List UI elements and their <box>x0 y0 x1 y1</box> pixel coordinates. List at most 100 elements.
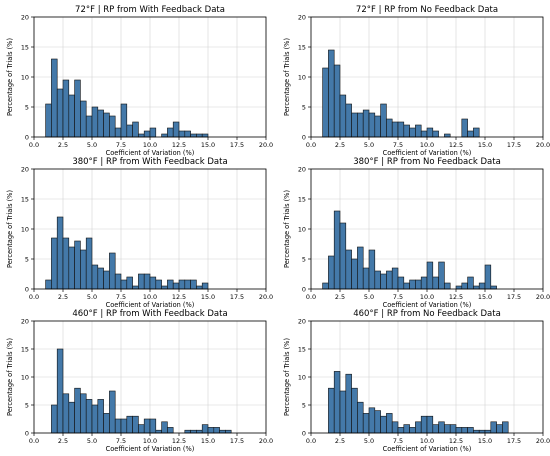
histogram-bar <box>190 133 197 138</box>
histogram-bar <box>397 427 405 434</box>
histogram-bar <box>386 270 393 290</box>
chart-panel: 0.0 2.5 5.0 7.5 10.0 12.5 15.0 17.5 20.0 0 5 10 15 20… <box>283 309 550 453</box>
chart-title: 72°F | RP from No Feedback Data <box>356 5 498 15</box>
histogram-bar <box>201 424 209 434</box>
histogram-bar <box>345 373 352 434</box>
histogram-bar <box>362 413 370 434</box>
histogram-bar <box>438 421 445 434</box>
histogram-bar <box>432 130 439 138</box>
x-tick-label: 10.0 <box>143 437 157 445</box>
x-axis-label: Coefficient of Variation (%) <box>106 301 195 309</box>
histogram-bar <box>172 121 180 138</box>
histogram-bar <box>409 427 416 434</box>
histogram-bar <box>368 112 376 138</box>
histogram-bar <box>496 424 503 434</box>
histogram-bar <box>74 79 81 138</box>
histogram-bar <box>478 282 486 290</box>
x-tick-label: 20.0 <box>536 141 550 149</box>
histogram-bar <box>74 240 81 290</box>
histogram-bar <box>368 249 376 290</box>
histogram-bar <box>91 264 99 290</box>
y-tick-label: 5 <box>25 103 29 111</box>
histogram-bar <box>201 282 209 290</box>
x-tick-label: 5.0 <box>364 141 374 149</box>
histogram-bar <box>132 415 139 434</box>
histogram-bar <box>403 282 410 290</box>
histogram-bar <box>149 127 157 138</box>
histogram-bar <box>74 387 81 434</box>
histogram-bar <box>155 429 162 434</box>
histogram-bar <box>161 421 168 434</box>
x-tick-label: 10.0 <box>143 141 157 149</box>
histogram-bar <box>103 270 110 290</box>
histogram-bar <box>351 258 358 290</box>
y-tick-label: 10 <box>298 73 306 81</box>
x-tick-label: 20.0 <box>259 141 273 149</box>
histogram-bar <box>97 399 104 434</box>
histogram-bar <box>432 424 439 434</box>
histogram-bar <box>178 279 186 290</box>
x-tick-label: 10.0 <box>143 293 157 301</box>
histogram-bar <box>380 273 387 290</box>
chart-title: 380°F | RP from No Feedback Data <box>353 157 501 167</box>
histogram-bar <box>415 421 422 434</box>
histogram-bar <box>467 427 474 434</box>
histogram-bar <box>196 429 203 434</box>
y-tick-label: 5 <box>302 255 306 263</box>
y-tick-label: 20 <box>21 13 29 21</box>
histogram-bar <box>415 279 422 290</box>
histogram-bar <box>426 127 434 138</box>
histogram-bar <box>328 387 335 434</box>
y-tick-label: 15 <box>21 43 29 51</box>
histogram-bar <box>461 118 468 138</box>
histogram-bar <box>126 415 133 434</box>
histogram-bar <box>403 124 410 138</box>
histogram-bar <box>333 371 341 434</box>
histogram-bar <box>207 427 215 434</box>
histogram-bar <box>138 273 145 290</box>
x-tick-label: 2.5 <box>58 141 68 149</box>
histogram-bar <box>345 249 352 290</box>
x-tick-label: 15.0 <box>478 293 492 301</box>
histogram-bar <box>420 276 428 290</box>
x-tick-label: 17.5 <box>230 141 244 149</box>
histogram-bar <box>80 393 87 434</box>
x-tick-label: 15.0 <box>201 293 215 301</box>
y-tick-label: 10 <box>21 373 29 381</box>
y-tick-label: 0 <box>25 429 29 437</box>
y-tick-label: 15 <box>21 195 29 203</box>
histogram-bar <box>484 429 492 434</box>
histogram-bar <box>190 429 197 434</box>
histogram-bar <box>386 118 393 138</box>
x-tick-label: 10.0 <box>420 293 434 301</box>
x-tick-label: 10.0 <box>420 141 434 149</box>
histogram-bar <box>357 246 364 290</box>
histogram-bar <box>455 285 463 290</box>
x-tick-label: 12.5 <box>449 437 463 445</box>
y-axis-label: Percentage of Trials (%) <box>283 38 291 116</box>
x-tick-label: 7.5 <box>393 141 403 149</box>
histogram-bar <box>473 429 480 434</box>
x-tick-label: 17.5 <box>507 141 521 149</box>
histogram-bar <box>138 424 145 434</box>
chart-title: 72°F | RP from With Feedback Data <box>75 5 225 15</box>
x-tick-label: 15.0 <box>201 437 215 445</box>
y-tick-label: 15 <box>298 43 306 51</box>
histogram-bar <box>420 130 428 138</box>
histogram-bar <box>328 255 335 290</box>
histogram-bar <box>172 282 180 290</box>
histogram-bar <box>339 94 347 138</box>
x-tick-label: 0.0 <box>29 293 39 301</box>
histogram-bar <box>213 427 220 434</box>
histogram-bar <box>333 64 341 138</box>
x-tick-label: 0.0 <box>306 293 316 301</box>
y-tick-label: 15 <box>21 345 29 353</box>
histogram-bar <box>167 279 174 290</box>
histogram-bar <box>438 261 445 290</box>
histogram-bar <box>161 133 168 138</box>
histogram-bar <box>449 424 457 434</box>
histogram-bar <box>225 429 232 434</box>
histogram-bar <box>143 418 151 434</box>
histogram-bar <box>219 429 226 434</box>
histogram-bar <box>461 282 468 290</box>
